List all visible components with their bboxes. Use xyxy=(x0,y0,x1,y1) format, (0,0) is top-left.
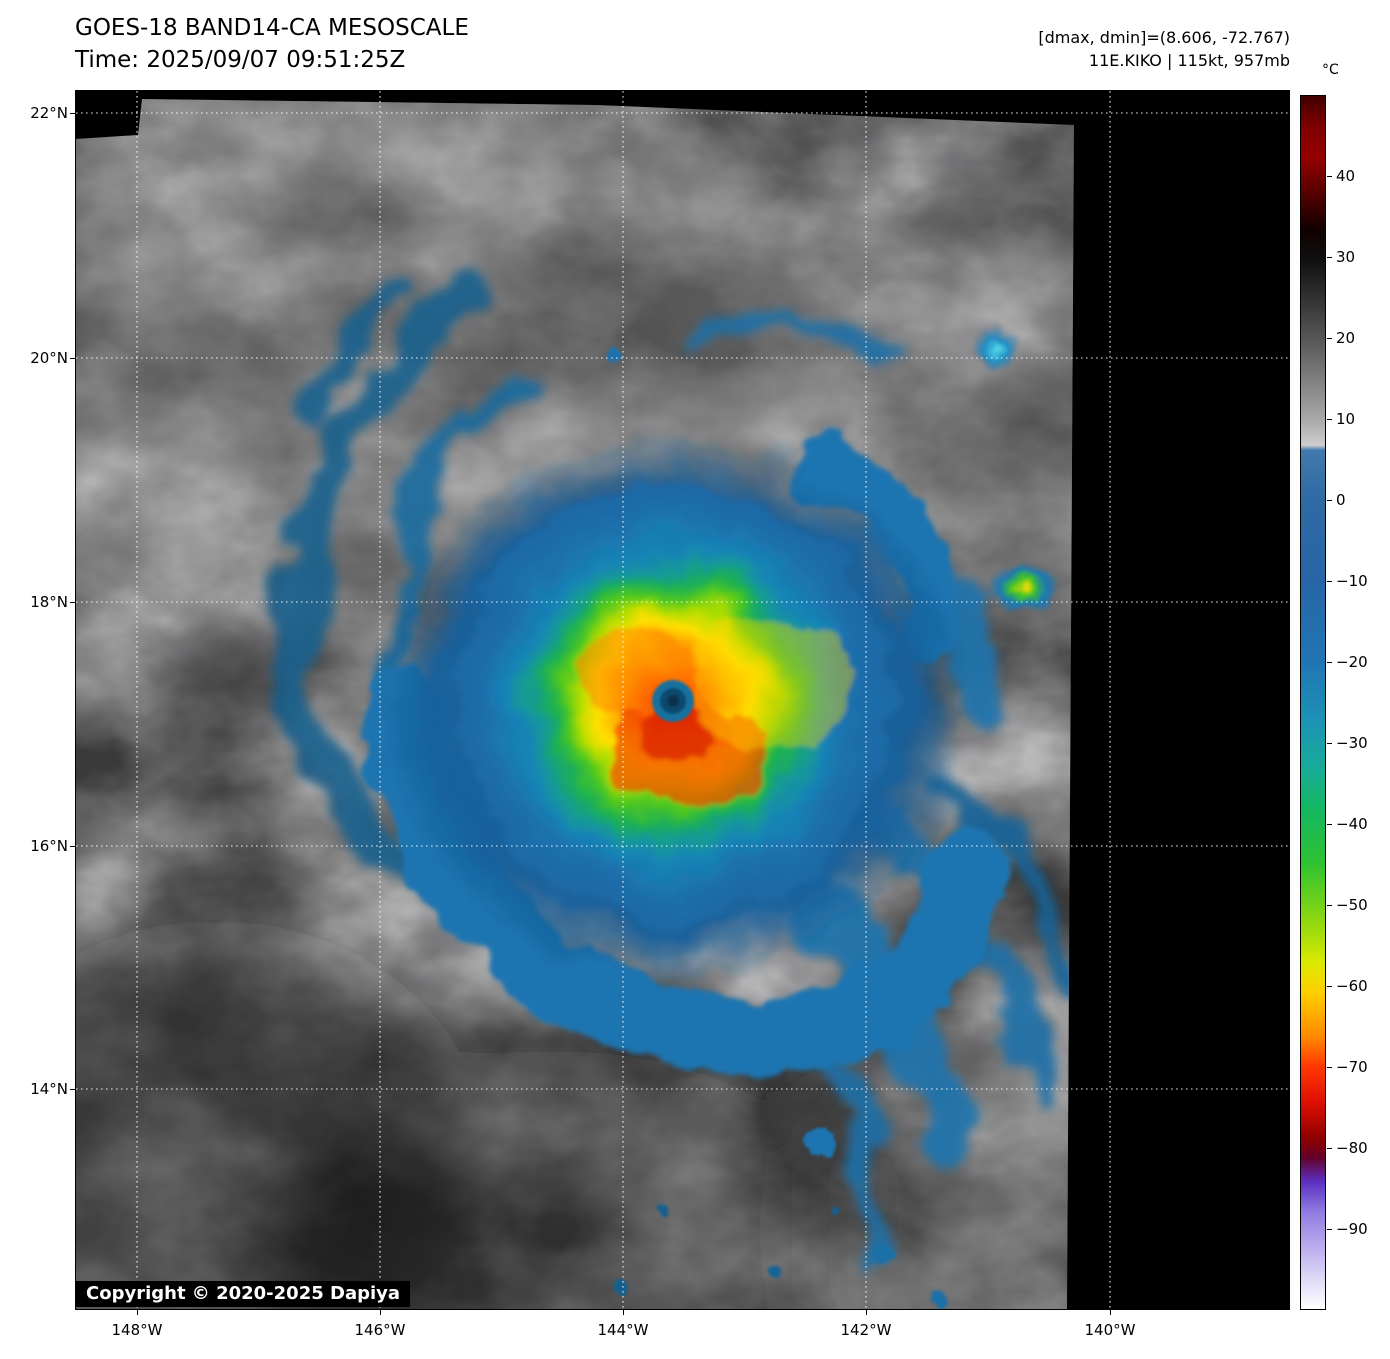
lon-tick xyxy=(380,1310,381,1315)
colorbar-tick-label: −50 xyxy=(1336,896,1368,914)
satellite-image xyxy=(76,91,1289,1309)
lat-tick xyxy=(70,113,75,114)
colorbar-tick-label: −80 xyxy=(1336,1139,1368,1157)
header-info: [dmax, dmin]=(8.606, -72.767) 11E.KIKO |… xyxy=(1038,26,1290,72)
colorbar-gradient xyxy=(1300,95,1326,1310)
colorbar-tick xyxy=(1327,176,1332,177)
page-title: GOES-18 BAND14-CA MESOSCALE xyxy=(75,15,469,41)
colorbar-unit-label: °C xyxy=(1322,62,1339,78)
lon-label: 148°W xyxy=(111,1321,163,1339)
colorbar-tick xyxy=(1327,824,1332,825)
lat-label: 16°N xyxy=(30,837,68,855)
lat-tick xyxy=(70,602,75,603)
lon-tick xyxy=(623,1310,624,1315)
colorbar-tick xyxy=(1327,1067,1332,1068)
colorbar-tick-label: −30 xyxy=(1336,734,1368,752)
lat-label: 20°N xyxy=(30,349,68,367)
colorbar-tick xyxy=(1327,743,1332,744)
lon-tick xyxy=(137,1310,138,1315)
colorbar-tick-label: −10 xyxy=(1336,572,1368,590)
colorbar-tick xyxy=(1327,581,1332,582)
colorbar-tick xyxy=(1327,986,1332,987)
colorbar-tick-label: 30 xyxy=(1336,248,1356,266)
colorbar-tick-label: 10 xyxy=(1336,410,1356,428)
satellite-swath xyxy=(76,99,1074,1309)
lon-label: 146°W xyxy=(354,1321,406,1339)
colorbar-tick xyxy=(1327,905,1332,906)
colorbar-tick xyxy=(1327,419,1332,420)
colorbar-tick xyxy=(1327,257,1332,258)
gridlines xyxy=(76,91,1289,1309)
hurricane-eye xyxy=(652,680,694,722)
colorbar-tick-label: −20 xyxy=(1336,653,1368,671)
lat-tick xyxy=(70,1089,75,1090)
lat-label: 22°N xyxy=(30,104,68,122)
dmax-dmin-label: [dmax, dmin]=(8.606, -72.767) xyxy=(1038,28,1290,47)
lat-label: 14°N xyxy=(30,1080,68,1098)
storm-info-label: 11E.KIKO | 115kt, 957mb xyxy=(1088,51,1290,70)
lon-tick xyxy=(1110,1310,1111,1315)
colorbar-tick-label: 20 xyxy=(1336,329,1356,347)
lon-label: 140°W xyxy=(1084,1321,1136,1339)
colorbar-tick xyxy=(1327,1229,1332,1230)
lat-tick xyxy=(70,846,75,847)
copyright-badge: Copyright © 2020-2025 Dapiya xyxy=(76,1281,411,1307)
colorbar-tick-label: −70 xyxy=(1336,1058,1368,1076)
convective-cells xyxy=(602,325,1057,1308)
lat-label: 18°N xyxy=(30,593,68,611)
colorbar-tick-label: −60 xyxy=(1336,977,1368,995)
colorbar-tick xyxy=(1327,1148,1332,1149)
lat-tick xyxy=(70,358,75,359)
lon-tick xyxy=(866,1310,867,1315)
map-frame xyxy=(75,90,1290,1310)
colorbar-tick xyxy=(1327,662,1332,663)
lon-label: 144°W xyxy=(597,1321,649,1339)
colorbar-tick-label: 40 xyxy=(1336,167,1356,185)
timestamp-label: Time: 2025/09/07 09:51:25Z xyxy=(75,47,406,73)
colorbar-tick-label: −40 xyxy=(1336,815,1368,833)
colorbar-tick-label: −90 xyxy=(1336,1220,1368,1238)
colorbar-tick xyxy=(1327,338,1332,339)
colorbar-tick-label: 0 xyxy=(1336,491,1346,509)
header: GOES-18 BAND14-CA MESOSCALE Time: 2025/0… xyxy=(75,12,469,76)
colorbar-tick xyxy=(1327,500,1332,501)
lon-label: 142°W xyxy=(840,1321,892,1339)
